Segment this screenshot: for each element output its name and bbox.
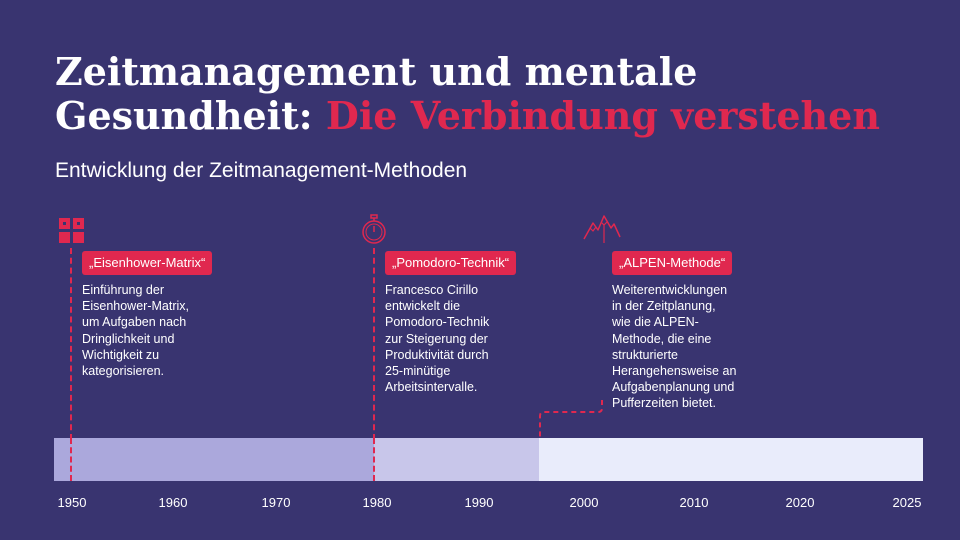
title-line-1: Zeitmanagement und mentale <box>55 49 698 94</box>
axis-year: 2020 <box>785 495 815 510</box>
desc-line: entwickelt die <box>385 299 461 314</box>
badge-eisenhower: „Eisenhower-Matrix“ <box>82 251 213 275</box>
bar-marker-1950 <box>70 438 72 481</box>
desc-line: Wichtigkeit zu <box>82 347 160 362</box>
title-line-2: Gesundheit: Die Verbindung verstehen <box>55 94 935 138</box>
axis-year: 2000 <box>569 495 599 510</box>
desc-line: um Aufgaben nach <box>82 315 187 330</box>
desc-eisenhower: Einführung der Eisenhower-Matrix, um Auf… <box>82 282 232 379</box>
desc-line: wie die ALPEN- <box>612 315 699 330</box>
desc-pomodoro: Francesco Cirillo entwickelt die Pomodor… <box>385 282 535 395</box>
desc-line: Einführung der <box>82 283 165 297</box>
axis-year: 2025 <box>892 495 922 510</box>
desc-line: Francesco Cirillo <box>385 283 479 297</box>
axis-year: 2010 <box>679 495 709 510</box>
axis-year: 1970 <box>261 495 291 510</box>
axis-year: 1960 <box>158 495 188 510</box>
desc-line: Aufgabenplanung und <box>612 380 735 395</box>
desc-line: Arbeitsintervalle. <box>385 380 478 395</box>
desc-line: Weiterentwicklungen <box>612 283 728 297</box>
desc-line: Methode, die eine <box>612 331 712 346</box>
bar-marker-1980 <box>373 438 375 481</box>
badge-pomodoro: „Pomodoro-Technik“ <box>385 251 517 275</box>
milestone-line-alpen <box>539 400 603 440</box>
milestone-line-1950 <box>70 248 72 440</box>
milestone-line-1980 <box>373 248 375 440</box>
desc-line: Produktivität durch <box>385 347 489 362</box>
mountain-icon <box>583 213 621 245</box>
badge-alpen: „ALPEN-Methode“ <box>612 251 733 275</box>
desc-line: kategorisieren. <box>82 364 164 379</box>
desc-line: Herangehensweise an <box>612 364 737 379</box>
desc-line: Eisenhower-Matrix, <box>82 299 189 314</box>
desc-line: Pufferzeiten bietet. <box>612 396 717 411</box>
axis-year: 1990 <box>464 495 494 510</box>
axis-year: 1980 <box>362 495 392 510</box>
timeline-segment-1950-1980 <box>54 438 374 481</box>
desc-line: zur Steigerung der <box>385 331 488 346</box>
page-title: Zeitmanagement und mentale Gesundheit: D… <box>55 50 935 138</box>
desc-line: Pomodoro-Technik <box>385 315 490 330</box>
title-plain: Gesundheit: <box>55 93 326 138</box>
grid-icon <box>59 218 85 244</box>
subtitle: Entwicklung der Zeitmanagement-Methoden <box>55 159 468 182</box>
desc-line: 25-minütige <box>385 364 451 379</box>
stopwatch-icon <box>360 214 388 246</box>
title-accent: Die Verbindung verstehen <box>325 93 880 138</box>
axis-year: 1950 <box>57 495 87 510</box>
desc-line: strukturierte <box>612 347 678 362</box>
timeline-segment-1980-1996 <box>374 438 539 481</box>
timeline-segment-1996-2025 <box>539 438 923 481</box>
desc-line: Dringlichkeit und <box>82 331 175 346</box>
desc-line: in der Zeitplanung, <box>612 299 716 314</box>
desc-alpen: Weiterentwicklungen in der Zeitplanung, … <box>612 282 772 412</box>
